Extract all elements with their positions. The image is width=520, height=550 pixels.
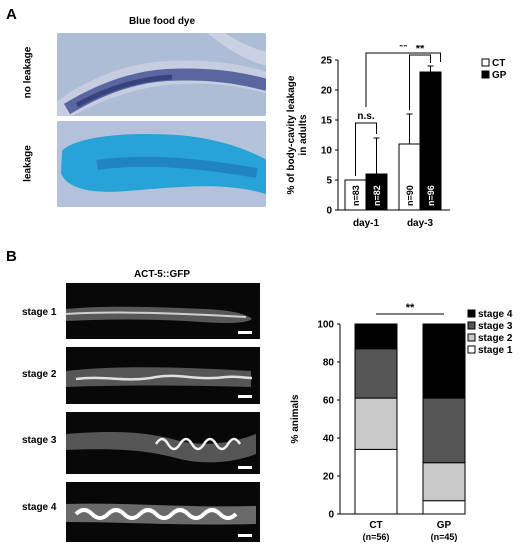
bar-segment-stage-2-ct [354, 397, 398, 450]
annotation-gp-days: ** [399, 45, 408, 53]
legend-swatch-stage-2 [467, 333, 476, 342]
annotation-significance: ** [406, 302, 415, 314]
panel-b-image-title: ACT-5::GFP [133, 269, 191, 280]
row-label-stage-2: stage 2 [22, 369, 57, 380]
bar-segment-stage-4-ct [354, 323, 398, 350]
bar-segment-stage-4-gp [422, 323, 466, 399]
chart-stage-distribution: % animals 0 20 40 60 80 100 CT(n=56) GP(n=45) ** s… [290, 302, 513, 542]
y-axis-label-line: % of body-cavity leakage [286, 75, 297, 194]
annotation-ns: n.s. [357, 111, 374, 122]
bar-segment-stage-2-gp [422, 462, 466, 502]
x-tick-label: GP [437, 520, 452, 531]
gfp-image-stage-1 [66, 283, 260, 339]
legend-swatch-stage-3 [467, 321, 476, 330]
x-tick-label: day-3 [407, 218, 434, 229]
x-tick-sublabel: (n=56) [363, 532, 390, 542]
n-label: n=96 [426, 185, 436, 206]
y-tick-label: 20 [323, 472, 335, 483]
legend-label-gp: GP [492, 70, 507, 81]
x-tick-label: day-1 [353, 218, 380, 229]
scale-bar [238, 331, 252, 334]
scale-bar [238, 466, 252, 469]
scale-bar [238, 395, 252, 398]
row-label-no-leakage: no leakage [22, 46, 34, 99]
bar-segment-stage-3-gp [422, 397, 466, 464]
gfp-image-stage-2 [66, 347, 260, 404]
legend-label-stage-2: stage 2 [478, 333, 513, 344]
y-axis-label: % of body-cavity leakagein adults [286, 75, 309, 194]
bracket-gp-days [365, 52, 441, 107]
gfp-image-stage-3 [66, 412, 260, 474]
row-label-stage-4: stage 4 [22, 502, 57, 513]
y-axis-label-line: in adults [298, 114, 309, 156]
bar-segment-stage-3-ct [354, 348, 398, 399]
y-axis-label: % animals [290, 394, 301, 443]
y-tick-label: 20 [321, 86, 333, 97]
y-tick-label: 80 [323, 358, 335, 369]
legend-swatch-gp [481, 70, 490, 79]
bar-segment-stage-1-ct [354, 448, 398, 515]
y-tick-label: 0 [326, 206, 332, 217]
row-label-leakage: leakage [22, 145, 34, 182]
legend-label-ct: CT [492, 58, 505, 69]
y-tick-label: 60 [323, 396, 335, 407]
bar-gp-day-3 [419, 71, 442, 211]
bracket-day3 [409, 54, 431, 110]
x-tick-sublabel: (n=45) [431, 532, 458, 542]
y-tick-label: 25 [321, 56, 333, 67]
y-tick-label: 100 [317, 320, 334, 331]
legend-label-stage-4: stage 4 [478, 309, 513, 320]
legend-label-stage-1: stage 1 [478, 345, 513, 356]
chart-body-cavity-leakage: % of body-cavity leakagein adults 0 5 10 15 2… [286, 45, 507, 229]
bracket-ns [355, 122, 377, 176]
row-label-stage-3: stage 3 [22, 435, 57, 446]
y-tick-label: 5 [326, 176, 332, 187]
micrograph-no-leakage [57, 33, 266, 116]
y-tick-label: 10 [321, 146, 333, 157]
panel-a-letter: A [6, 6, 17, 23]
bar-segment-stage-1-gp [422, 500, 466, 515]
legend-swatch-stage-1 [467, 345, 476, 354]
n-label: n=90 [405, 185, 415, 206]
panel-b-letter: B [6, 248, 17, 265]
legend-swatch-ct [481, 58, 490, 67]
y-tick-label: 0 [328, 510, 334, 521]
n-label: n=83 [351, 185, 361, 206]
n-label: n=82 [372, 185, 382, 206]
x-tick-label: CT [369, 520, 382, 531]
panel-a-image-title: Blue food dye [128, 16, 196, 27]
scale-bar [238, 534, 252, 537]
y-tick-label: 15 [321, 116, 333, 127]
y-tick-label: 40 [323, 434, 335, 445]
legend-swatch-stage-4 [467, 309, 476, 318]
bar-gp-day-1 [365, 173, 388, 211]
legend-label-stage-3: stage 3 [478, 321, 513, 332]
micrograph-leakage [57, 121, 266, 207]
annotation-day3: ** [416, 45, 425, 55]
gfp-image-stage-4 [66, 482, 260, 542]
row-label-stage-1: stage 1 [22, 307, 57, 318]
